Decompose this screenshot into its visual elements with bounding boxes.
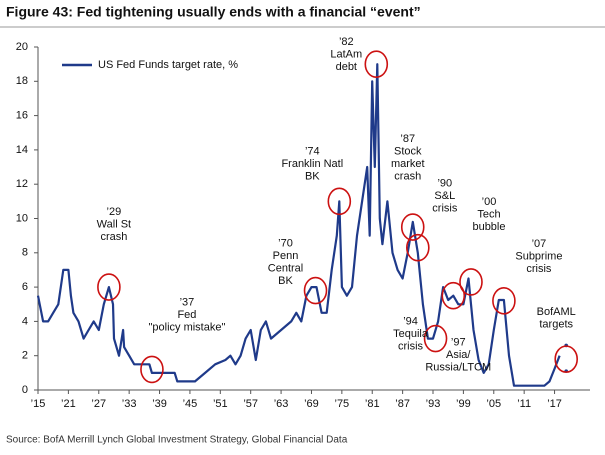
annotation-line: ’87	[400, 133, 415, 145]
x-tick-label: ’81	[365, 398, 380, 410]
y-tick-label: 6	[22, 281, 28, 293]
event-circle	[423, 324, 448, 353]
x-tick-label: ’45	[183, 398, 198, 410]
x-tick-label: ’17	[547, 398, 562, 410]
event-circle	[327, 187, 352, 216]
x-tick-label: ’11	[517, 398, 531, 410]
annotation-line: ’37	[180, 296, 195, 308]
source-note: Source: BofA Merrill Lynch Global Invest…	[6, 435, 348, 446]
y-tick-label: 16	[16, 110, 28, 122]
annotation: ’90 S&L crisis	[432, 178, 458, 215]
annotation-line: ’07	[532, 238, 547, 250]
x-tick-label: ’05	[486, 398, 501, 410]
annotation-line: Fed	[177, 309, 196, 321]
event-circle	[492, 287, 516, 315]
annotation: ’70 Penn Central BK	[268, 237, 303, 287]
annotation-line: crisis	[432, 203, 458, 215]
x-tick-label: ’51	[213, 398, 228, 410]
annotation-line: crash	[100, 231, 127, 243]
event-circle	[441, 281, 466, 310]
annotation-line: BofAML	[537, 306, 576, 318]
annotation-line: market	[391, 158, 425, 170]
annotation-line: ’70	[278, 237, 293, 249]
annotation-line: "policy mistake"	[148, 321, 225, 333]
x-tick-label: ’57	[243, 398, 258, 410]
annotation: ’97 Asia/Russia/LTCM	[425, 337, 491, 374]
annotation-line: ’94	[403, 315, 418, 327]
annotation: ’74 Franklin Natl BK	[281, 145, 343, 182]
annotation-line: ’00	[482, 196, 497, 208]
y-tick-label: 18	[16, 75, 28, 87]
event-circle	[140, 355, 164, 384]
annotation-line: ’97	[451, 337, 466, 349]
event-circle	[406, 233, 430, 262]
annotation-line: LatAm	[330, 49, 362, 61]
y-tick-label: 0	[22, 384, 28, 396]
annotation: ’07 Subprime crisis	[515, 238, 562, 275]
y-tick-label: 10	[16, 212, 28, 224]
event-circle	[364, 50, 389, 78]
annotation: ’00 Tech bubble	[472, 196, 505, 233]
annotation-line: Subprime	[515, 250, 562, 262]
event-circle	[554, 345, 578, 373]
event-circle	[97, 273, 121, 301]
annotation-line: ’29	[107, 206, 122, 218]
x-tick-label: ’75	[335, 398, 350, 410]
x-tick-label: ’69	[304, 398, 319, 410]
x-tick-label: ’39	[152, 398, 167, 410]
annotation-line: targets	[539, 319, 573, 331]
annotation-line: BK	[278, 275, 293, 287]
series-line	[36, 63, 561, 387]
annotation-line: Franklin Natl	[281, 158, 343, 170]
x-tick-label: ’27	[91, 398, 106, 410]
y-tick-label: 4	[22, 315, 28, 327]
annotation: ’82 LatAm debt	[330, 36, 362, 73]
x-tick-label: ’87	[395, 398, 410, 410]
event-circle	[400, 213, 425, 241]
event-circle	[459, 268, 483, 296]
annotation-line: Penn	[273, 250, 299, 262]
annotation-line: Tech	[477, 208, 500, 220]
annotation-line: S&L	[434, 190, 455, 202]
x-tick-label: ’93	[426, 398, 441, 410]
chart-title: Figure 43: Fed tightening usually ends w…	[6, 4, 421, 20]
y-tick-label: 2	[22, 350, 28, 362]
annotation: ’87 Stock market crash	[391, 133, 425, 183]
annotation-line: Central	[268, 262, 303, 274]
annotation-line: Asia/	[446, 349, 471, 361]
annotation-line: bubble	[472, 221, 505, 233]
annotation-line: debt	[336, 61, 357, 73]
legend-label: US Fed Funds target rate, %	[98, 59, 238, 71]
annotation-line: crisis	[526, 263, 552, 275]
annotation-line: Wall St	[97, 219, 131, 231]
x-tick-label: ’21	[61, 398, 76, 410]
annotation: ’37 Fed "policy mistake"	[148, 296, 225, 333]
x-tick-label: ’99	[456, 398, 471, 410]
annotation: ’29 Wall St crash	[97, 206, 131, 243]
annotation-line: ’74	[305, 145, 320, 157]
y-tick-label: 14	[16, 144, 28, 156]
x-tick-label: ’33	[122, 398, 137, 410]
annotation-line: Stock	[394, 145, 422, 157]
annotation-line: BK	[305, 170, 320, 182]
x-tick-label: ’63	[274, 398, 289, 410]
y-tick-label: 8	[22, 247, 28, 259]
x-tick-label: ’15	[31, 398, 46, 410]
annotation-line: crash	[394, 170, 421, 182]
annotation: ’94 Tequila crisis	[393, 315, 429, 352]
annotation-line: ’82	[339, 36, 354, 48]
y-tick-label: 20	[16, 41, 28, 53]
annotation-line: crisis	[398, 340, 424, 352]
annotation-line: Tequila	[393, 328, 429, 340]
annotation: BofAML targets	[537, 306, 576, 331]
event-circle	[303, 276, 328, 305]
y-tick-label: 12	[16, 178, 28, 190]
annotation-line: ’90	[437, 178, 452, 190]
annotation-line: Russia/LTCM	[425, 362, 491, 374]
